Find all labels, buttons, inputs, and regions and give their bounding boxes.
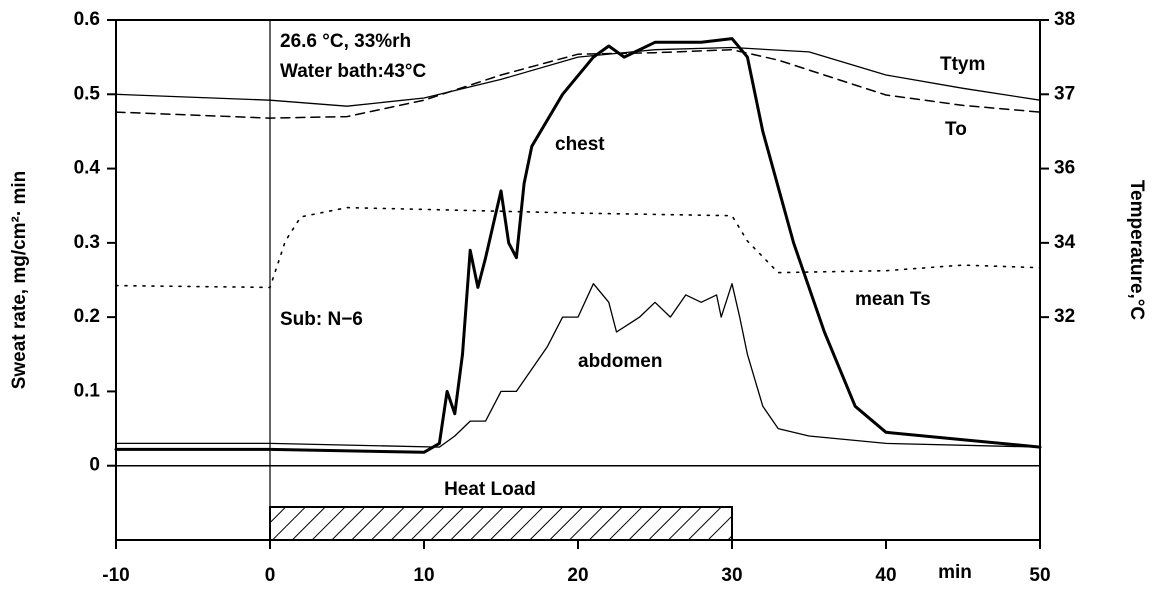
y-tick-label: 0.3 (74, 232, 100, 253)
y-tick-label: 0.6 (74, 9, 100, 30)
annotation: 26.6 °C, 33%rh (280, 31, 411, 52)
series-line (115, 206, 1041, 289)
y2-tick-label: 32 (1054, 306, 1075, 327)
x-tick-label: 40 (875, 565, 896, 586)
annotation: Water bath:43°C (280, 61, 427, 82)
y2-axis-label: Temperature,°C (1126, 180, 1147, 321)
x-tick-label: 50 (1029, 565, 1050, 586)
x-tick-label: 10 (413, 565, 434, 586)
annotation: mean Ts (855, 289, 931, 310)
annotation: Sub: N−6 (280, 309, 363, 330)
y2-tick-label: 37 (1054, 83, 1075, 104)
x-tick-label: -10 (102, 565, 129, 586)
y-tick-label: 0.5 (74, 83, 101, 104)
plot-frame (115, 19, 1041, 541)
y-tick-label: 0.1 (74, 380, 101, 401)
series-line (115, 46, 1041, 107)
annotation: chest (555, 134, 605, 155)
y-axis-label: Sweat rate, mg/cm²· min (9, 171, 30, 390)
x-tick-label: 20 (567, 565, 588, 586)
x-axis-label: min (938, 562, 972, 583)
y-tick-label: 0.4 (74, 158, 101, 179)
y2-tick-label: 38 (1054, 9, 1075, 30)
x-tick-label: 0 (265, 565, 276, 586)
y-tick-label: 0 (89, 455, 100, 476)
series-line (115, 283, 1041, 448)
y2-tick-label: 36 (1054, 158, 1075, 179)
annotation: abdomen (578, 351, 662, 372)
annotation: Ttym (940, 54, 985, 75)
x-tick-label: 30 (721, 565, 742, 586)
y2-tick-label: 34 (1054, 232, 1076, 253)
series-line (115, 48, 1041, 119)
series-line (114, 37, 1042, 454)
y-tick-label: 0.2 (74, 306, 100, 327)
annotation: To (945, 119, 967, 140)
heat-load-label: Heat Load (444, 479, 536, 500)
heat-load-bar (269, 506, 733, 541)
